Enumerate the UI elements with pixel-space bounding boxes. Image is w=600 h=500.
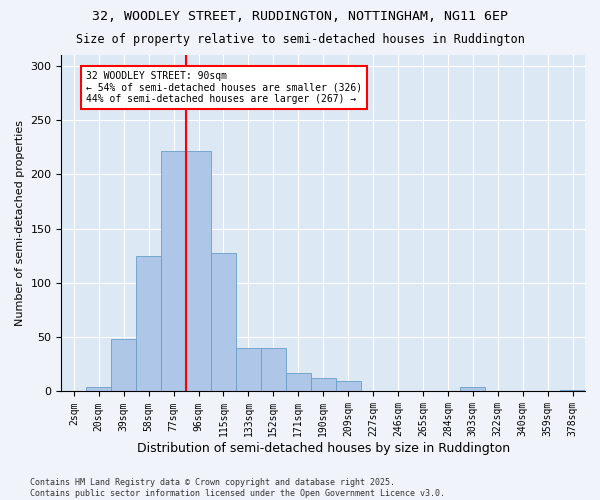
Bar (460, 387, 485, 392)
X-axis label: Distribution of semi-detached houses by size in Ruddington: Distribution of semi-detached houses by … (137, 442, 510, 455)
Text: 32, WOODLEY STREET, RUDDINGTON, NOTTINGHAM, NG11 6EP: 32, WOODLEY STREET, RUDDINGTON, NOTTINGH… (92, 10, 508, 23)
Text: 32 WOODLEY STREET: 90sqm
← 54% of semi-detached houses are smaller (326)
44% of : 32 WOODLEY STREET: 90sqm ← 54% of semi-d… (86, 72, 362, 104)
Bar (311, 378, 335, 392)
Bar (335, 380, 361, 392)
Bar (111, 340, 136, 392)
Y-axis label: Number of semi-detached properties: Number of semi-detached properties (15, 120, 25, 326)
Bar (236, 348, 261, 392)
Bar (136, 256, 161, 392)
Bar (261, 348, 286, 392)
Bar (161, 150, 186, 392)
Bar (286, 373, 311, 392)
Bar (186, 150, 211, 392)
Bar (560, 390, 585, 392)
Bar (86, 387, 111, 392)
Text: Size of property relative to semi-detached houses in Ruddington: Size of property relative to semi-detach… (76, 32, 524, 46)
Bar (211, 252, 236, 392)
Text: Contains HM Land Registry data © Crown copyright and database right 2025.
Contai: Contains HM Land Registry data © Crown c… (30, 478, 445, 498)
